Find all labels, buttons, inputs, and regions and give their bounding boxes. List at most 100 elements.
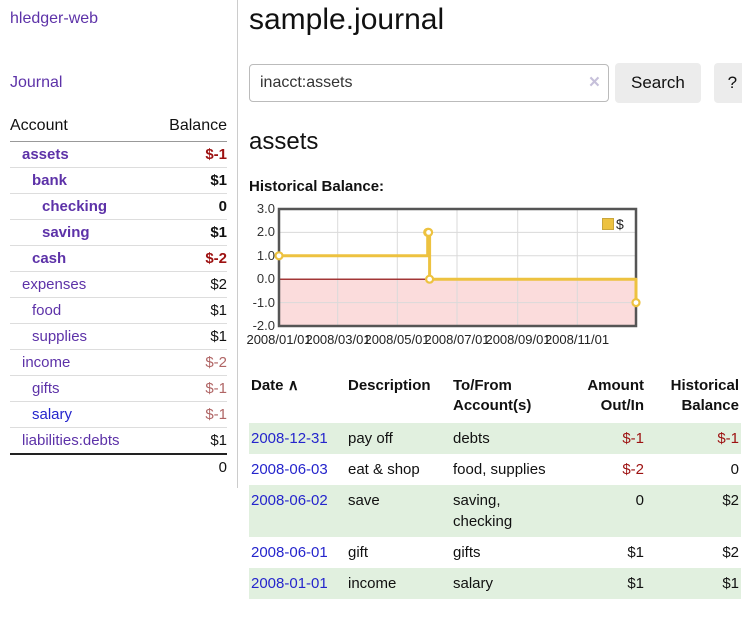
y-tick-label: -2.0	[252, 318, 275, 333]
chart-title: Historical Balance:	[249, 178, 385, 195]
transaction-date-link[interactable]: 2008-12-31	[251, 429, 328, 447]
y-tick-label: 2.0	[256, 224, 275, 239]
amount-column-header: Amount Out/In	[587, 377, 644, 415]
register-description-cell: gift	[348, 543, 369, 561]
sidebar-nav: Journal	[10, 74, 227, 92]
y-tick-label: 1.0	[256, 248, 275, 263]
y-tick-label: 0.0	[256, 271, 275, 286]
journal-link[interactable]: Journal	[10, 74, 63, 91]
legend-label: $	[616, 216, 624, 232]
account-total-row: 0	[10, 453, 227, 480]
account-row: supplies $1	[10, 323, 227, 350]
account-row: salary $-1	[10, 401, 227, 428]
historical-balance-column-header: Historical Balance	[670, 377, 739, 415]
account-total-spacer	[10, 453, 153, 480]
account-link-saving[interactable]: saving	[42, 224, 90, 241]
account-link-liabilities-debts[interactable]: liabilities:debts	[22, 432, 120, 449]
clear-search-icon[interactable]: ×	[588, 72, 600, 93]
register-row: 2008-06-03 eat & shop food, supplies $-2 0	[249, 454, 741, 485]
account-link-supplies[interactable]: supplies	[32, 328, 88, 345]
register-amount-cell: 0	[635, 491, 644, 509]
register-row: 2008-06-01 gift gifts $1 $2	[249, 537, 741, 568]
historical-balance-chart: 3.0 2.0 1.0 0.0 -1.0 -2.0 $2008/01/01 2008/03/0…	[246, 201, 674, 354]
main-content: sample.journal × Search ? assets Histori…	[238, 0, 742, 625]
register-balance-cell: $1	[722, 574, 739, 592]
x-tick-label: 2008/03/01	[305, 332, 371, 347]
register-date-cell: 2008-01-01	[249, 568, 346, 599]
account-balance-value: $2	[152, 271, 227, 298]
account-balance-value: $-1	[152, 375, 227, 402]
register-description-cell: income	[348, 574, 397, 592]
description-column-header: Description	[348, 377, 431, 394]
help-button[interactable]: ?	[713, 63, 742, 103]
register-balance-cell: 0	[730, 460, 739, 478]
search-button[interactable]: Search	[615, 63, 701, 103]
x-tick-label: 2008/11/01	[544, 332, 610, 347]
account-link-expenses[interactable]: expenses	[22, 276, 87, 293]
register-amount-cell: $1	[627, 543, 644, 561]
account-link-food[interactable]: food	[32, 302, 62, 319]
account-link-checking[interactable]: checking	[42, 198, 108, 215]
app-title: hledger-web	[10, 10, 227, 28]
tofrom-column-header: To/From Account(s)	[453, 377, 532, 415]
register-accounts-cell: salary	[453, 574, 494, 592]
account-row: expenses $2	[10, 271, 227, 298]
account-link-bank[interactable]: bank	[32, 172, 68, 189]
transaction-date-link[interactable]: 2008-06-03	[251, 460, 328, 478]
register-accounts-cell: food, supplies	[453, 460, 546, 478]
account-balance-value: $1	[152, 323, 227, 350]
date-column-header[interactable]: Date ∧	[249, 374, 346, 423]
account-balance-value: 0	[152, 193, 227, 220]
register-accounts-cell: gifts	[453, 543, 481, 561]
register-date-cell: 2008-06-03	[249, 454, 346, 485]
date-header-label: Date	[251, 377, 284, 394]
sidebar: hledger-web Journal Account Balance asse…	[0, 0, 238, 488]
account-row: saving $1	[10, 219, 227, 246]
account-balance-value: $1	[152, 219, 227, 246]
register-header-row: Date ∧ Description To/From Account(s) Am…	[249, 374, 741, 423]
x-tick-label: 2008/05/01	[364, 332, 430, 347]
register-accounts-cell: saving, checking	[453, 491, 513, 530]
account-column-header: Account	[10, 114, 153, 142]
register-amount-cell: $1	[627, 574, 644, 592]
account-row: food $1	[10, 297, 227, 324]
x-tick-label: 2008/07/01	[424, 332, 490, 347]
account-balance-value: $1	[152, 167, 227, 194]
account-balance-value: $1	[152, 297, 227, 324]
account-balance-table: Account Balance assets $-1 bank $1 checking 0…	[10, 114, 227, 480]
account-link-assets[interactable]: assets	[22, 146, 69, 163]
account-row: assets $-1	[10, 142, 227, 168]
account-row: checking 0	[10, 193, 227, 220]
account-table-header: Account Balance	[10, 114, 227, 142]
search-form: × Search ?	[249, 63, 742, 103]
x-tick-label: 2008/09/01	[485, 332, 551, 347]
register-balance-cell: $2	[722, 491, 739, 509]
page-title: sample.journal	[249, 3, 445, 36]
account-row: income $-2	[10, 349, 227, 376]
account-link-salary[interactable]: salary	[32, 406, 73, 423]
balance-column-header: Balance	[152, 114, 227, 142]
account-balance-value: $-1	[152, 401, 227, 428]
search-input-wrap: ×	[249, 64, 609, 102]
transaction-date-link[interactable]: 2008-06-02	[251, 491, 328, 509]
account-row: cash $-2	[10, 245, 227, 272]
y-tick-label: 3.0	[256, 201, 275, 216]
account-link-cash[interactable]: cash	[32, 250, 67, 267]
register-row: 2008-06-02 save saving, checking 0 $2	[249, 484, 741, 537]
transaction-date-link[interactable]: 2008-06-01	[251, 543, 328, 561]
app-title-link[interactable]: hledger-web	[10, 10, 99, 27]
register-table: Date ∧ Description To/From Account(s) Am…	[249, 374, 741, 599]
account-balance-value: $1	[152, 427, 227, 454]
register-description-cell: pay off	[348, 429, 393, 447]
chart-plot	[274, 207, 641, 328]
account-link-gifts[interactable]: gifts	[32, 380, 60, 397]
transaction-date-link[interactable]: 2008-01-01	[251, 574, 328, 592]
search-input[interactable]	[249, 64, 609, 102]
register-row: 2008-01-01 income salary $1 $1	[249, 567, 741, 599]
account-link-income[interactable]: income	[22, 354, 71, 371]
account-heading: assets	[249, 128, 319, 155]
register-description-cell: save	[348, 491, 380, 509]
x-tick-label: 2008/01/01	[246, 332, 312, 347]
account-row: bank $1	[10, 167, 227, 194]
